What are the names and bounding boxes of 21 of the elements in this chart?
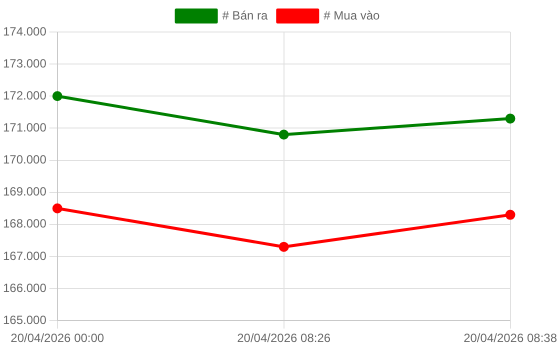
point — [52, 91, 62, 102]
legend-label: # Mua vào — [324, 8, 380, 22]
y-tick-label: 174.000 — [2, 24, 47, 38]
x-tick-label: 20/04/2026 08:26 — [237, 331, 331, 346]
point — [52, 203, 62, 214]
y-tick-label: 171.000 — [2, 120, 47, 135]
y-tick-label: 170.000 — [2, 152, 47, 167]
y-tick-label: 167.000 — [2, 248, 47, 263]
y-tick-label: 165.000 — [2, 312, 47, 327]
point — [505, 114, 516, 124]
x-tick-label: 20/04/2026 00:00 — [10, 331, 104, 346]
y-tick-label: 169.000 — [2, 184, 47, 199]
point — [505, 210, 516, 220]
y-tick-label: 168.000 — [2, 216, 47, 231]
y-tick-label: 172.000 — [2, 88, 47, 102]
point — [278, 130, 289, 140]
x-tick-label: 20/04/2026 08:38 — [464, 331, 558, 346]
y-tick-label: 166.000 — [2, 280, 47, 295]
y-tick-label: 173.000 — [2, 56, 47, 70]
legend-label: # Bán ra — [222, 8, 268, 22]
point — [278, 242, 289, 252]
